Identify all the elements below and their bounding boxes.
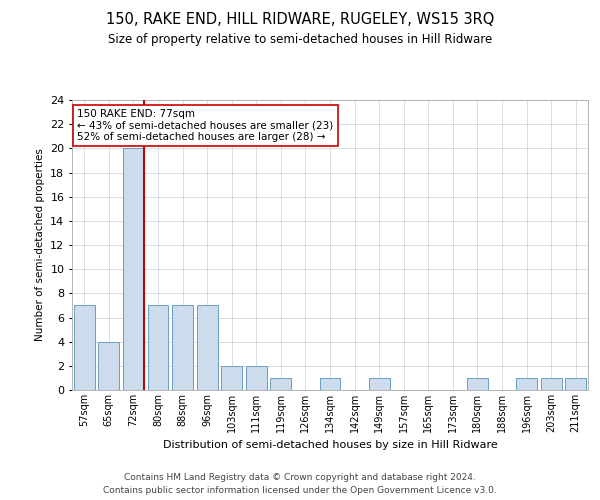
- Bar: [565, 378, 586, 390]
- Text: 150, RAKE END, HILL RIDWARE, RUGELEY, WS15 3RQ: 150, RAKE END, HILL RIDWARE, RUGELEY, WS…: [106, 12, 494, 28]
- Bar: [246, 366, 267, 390]
- X-axis label: Distribution of semi-detached houses by size in Hill Ridware: Distribution of semi-detached houses by …: [163, 440, 497, 450]
- Text: Contains HM Land Registry data © Crown copyright and database right 2024.: Contains HM Land Registry data © Crown c…: [124, 472, 476, 482]
- Bar: [148, 306, 169, 390]
- Bar: [172, 306, 193, 390]
- Bar: [271, 378, 292, 390]
- Bar: [221, 366, 242, 390]
- Text: Size of property relative to semi-detached houses in Hill Ridware: Size of property relative to semi-detach…: [108, 32, 492, 46]
- Bar: [516, 378, 537, 390]
- Bar: [368, 378, 389, 390]
- Bar: [541, 378, 562, 390]
- Bar: [98, 342, 119, 390]
- Text: 150 RAKE END: 77sqm
← 43% of semi-detached houses are smaller (23)
52% of semi-d: 150 RAKE END: 77sqm ← 43% of semi-detach…: [77, 108, 334, 142]
- Text: Contains public sector information licensed under the Open Government Licence v3: Contains public sector information licen…: [103, 486, 497, 495]
- Bar: [197, 306, 218, 390]
- Bar: [123, 148, 144, 390]
- Bar: [320, 378, 340, 390]
- Bar: [74, 306, 95, 390]
- Bar: [467, 378, 488, 390]
- Y-axis label: Number of semi-detached properties: Number of semi-detached properties: [35, 148, 44, 342]
